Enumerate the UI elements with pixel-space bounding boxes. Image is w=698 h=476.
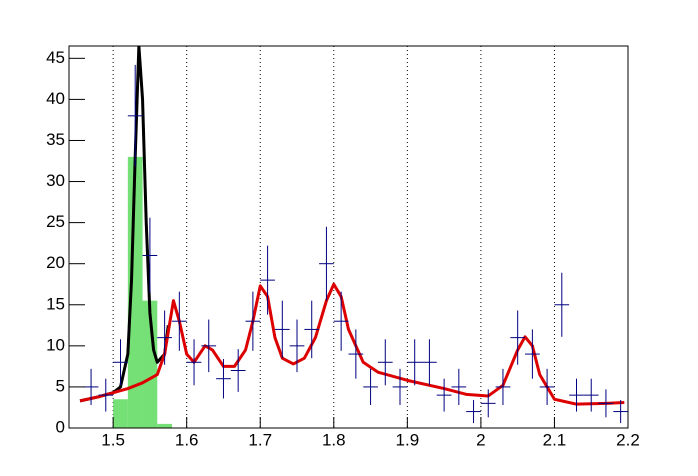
data-point — [392, 368, 408, 405]
data-point — [127, 64, 143, 167]
data-point — [260, 245, 275, 315]
data-point — [98, 378, 114, 412]
data-point — [319, 226, 334, 301]
data-point — [142, 217, 158, 294]
data-point — [157, 310, 172, 365]
data-point — [598, 389, 614, 418]
y-tick-label: 0 — [56, 417, 65, 436]
frame — [68, 45, 629, 429]
data-point — [554, 272, 570, 337]
y-tick-label: 25 — [46, 212, 65, 231]
plot-area — [79, 46, 628, 428]
data-point — [451, 368, 467, 405]
data-point — [377, 339, 393, 386]
x-tick-label: 1.9 — [396, 430, 420, 449]
data-point — [348, 329, 364, 379]
x-tick-label: 1.6 — [175, 430, 199, 449]
data-point — [274, 300, 290, 359]
y-tick-label: 45 — [46, 48, 65, 67]
data-point — [363, 368, 378, 405]
data-point — [510, 310, 526, 365]
data-point — [230, 349, 246, 392]
data-point — [171, 291, 187, 351]
data-point — [466, 400, 481, 424]
histogram-bar — [113, 399, 128, 428]
data-point — [569, 378, 584, 412]
data-point — [216, 358, 231, 399]
y-tick-label: 30 — [46, 171, 65, 190]
data-point — [422, 339, 437, 386]
x-tick-label: 1.5 — [101, 430, 125, 449]
data-point — [583, 378, 599, 412]
data-point — [525, 329, 540, 379]
histogram-bar — [142, 300, 158, 428]
data-point — [613, 400, 628, 424]
y-tick-label: 20 — [46, 253, 65, 272]
data-point — [186, 339, 202, 386]
x-tick-label: 2.1 — [543, 430, 567, 449]
x-tick-label: 2.2 — [616, 430, 640, 449]
data-point — [201, 319, 217, 373]
data-point — [304, 300, 320, 359]
y-tick-label: 35 — [46, 130, 65, 149]
data-point — [407, 339, 423, 386]
data-point — [539, 368, 555, 405]
data-point — [289, 319, 305, 373]
y-tick-label: 15 — [46, 294, 65, 313]
data-point — [495, 368, 511, 405]
data-point — [83, 368, 99, 405]
y-tick-label: 10 — [46, 335, 65, 354]
x-tick-label: 1.7 — [248, 430, 272, 449]
y-tick-label: 40 — [46, 89, 65, 108]
data-point — [436, 378, 452, 412]
x-tick-label: 1.8 — [322, 430, 346, 449]
y-tick-label: 5 — [56, 376, 65, 395]
histogram-bar — [157, 423, 172, 428]
data-point — [480, 389, 496, 418]
x-tick-label: 2 — [476, 430, 485, 449]
data-point — [245, 291, 261, 351]
histogram-bar — [127, 156, 143, 428]
data-point — [333, 291, 349, 351]
data-point — [113, 339, 128, 386]
